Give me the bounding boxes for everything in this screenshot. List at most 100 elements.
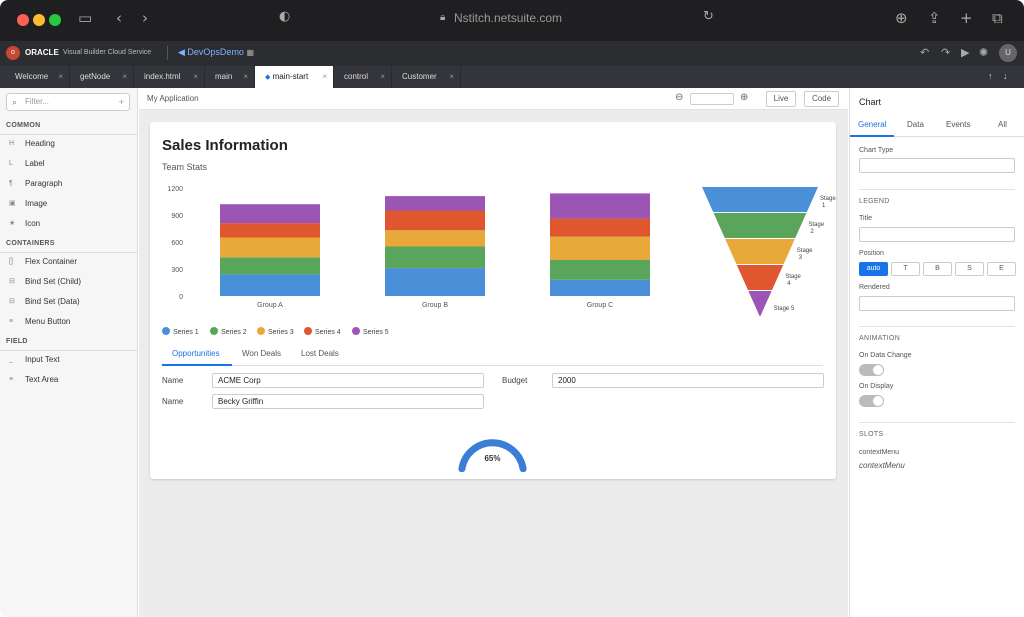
funnel-stage[interactable] bbox=[736, 265, 784, 290]
reload-icon[interactable]: ↻ bbox=[703, 9, 714, 24]
zoom-in-icon[interactable]: ⊕ bbox=[740, 92, 749, 103]
sidebar-toggle-icon[interactable]: ▭ bbox=[78, 9, 93, 27]
palette-item-text-area[interactable]: ≡ Text Area bbox=[0, 370, 137, 390]
slot-value[interactable]: contextMenu bbox=[859, 461, 905, 470]
palette-item-image[interactable]: ▣ Image bbox=[0, 194, 137, 214]
tab-main[interactable]: main × bbox=[205, 66, 255, 88]
position-bottom-button[interactable]: B bbox=[923, 262, 952, 276]
live-button[interactable]: Live bbox=[766, 91, 796, 107]
tab-index-html[interactable]: index.html × bbox=[134, 66, 205, 88]
bar-segment[interactable] bbox=[550, 236, 650, 260]
on-data-change-toggle[interactable] bbox=[859, 364, 884, 376]
user-avatar[interactable]: U bbox=[999, 44, 1017, 62]
legend-series-4[interactable]: Series 4 bbox=[304, 327, 341, 336]
legend-series-2[interactable]: Series 2 bbox=[210, 327, 247, 336]
funnel-stage[interactable] bbox=[748, 291, 772, 316]
position-start-button[interactable]: S bbox=[955, 262, 984, 276]
palette-item-bind-set-data[interactable]: ⊟ Bind Set (Data) bbox=[0, 292, 137, 312]
chart-area[interactable]: 0 300 600 900 1200 Group A Group B Group C Stag… bbox=[150, 178, 836, 328]
project-selector[interactable]: ◀ DevOpsDemo ▦ bbox=[178, 47, 255, 57]
budget-field[interactable]: 2000 bbox=[552, 373, 824, 388]
close-tab-icon[interactable]: × bbox=[322, 72, 327, 81]
tab-customer[interactable]: Customer × bbox=[392, 66, 461, 88]
bar-segment[interactable] bbox=[385, 230, 485, 247]
tab-welcome[interactable]: Welcome × bbox=[5, 66, 70, 88]
zoom-input[interactable] bbox=[690, 93, 734, 105]
bar-segment[interactable] bbox=[385, 268, 485, 296]
tab-opportunities[interactable]: Opportunities bbox=[172, 349, 220, 358]
undo-icon[interactable]: ↶ bbox=[920, 46, 930, 59]
name-field[interactable]: ACME Corp bbox=[212, 373, 484, 388]
close-tab-icon[interactable]: × bbox=[58, 72, 63, 81]
address-bar[interactable]: Nstitch.netsuite.com bbox=[454, 11, 563, 25]
settings-icon[interactable]: ✺ bbox=[979, 46, 989, 59]
palette-item-bind-set-child[interactable]: ⊟ Bind Set (Child) bbox=[0, 272, 137, 292]
bar-segment[interactable] bbox=[385, 196, 485, 211]
tab-control[interactable]: control × bbox=[334, 66, 392, 88]
close-tab-icon[interactable]: × bbox=[122, 72, 127, 81]
arrow-up-icon[interactable]: ↑ bbox=[988, 71, 993, 81]
on-display-toggle[interactable] bbox=[859, 395, 884, 407]
bar-segment[interactable] bbox=[220, 223, 320, 238]
tab-all[interactable]: All bbox=[998, 120, 1007, 129]
zoom-out-icon[interactable]: ⊖ bbox=[675, 92, 684, 103]
close-tab-icon[interactable]: × bbox=[243, 72, 248, 81]
palette-item-flex-container[interactable]: [] Flex Container bbox=[0, 252, 137, 272]
tab-general[interactable]: General bbox=[858, 120, 887, 129]
chart-type-field[interactable] bbox=[859, 158, 1015, 173]
bar-segment[interactable] bbox=[385, 210, 485, 231]
bar-segment[interactable] bbox=[220, 257, 320, 275]
arrow-down-icon[interactable]: ↓ bbox=[1003, 71, 1008, 81]
palette-item-heading[interactable]: H Heading bbox=[0, 134, 137, 154]
stacked-bar-chart[interactable]: 0 300 600 900 1200 Group A Group B Group C bbox=[167, 186, 650, 309]
bar-segment[interactable] bbox=[550, 218, 650, 237]
legend-series-3[interactable]: Series 3 bbox=[257, 327, 294, 336]
funnel-stage[interactable] bbox=[713, 213, 807, 238]
legend-series-1[interactable]: Series 1 bbox=[162, 327, 199, 336]
rendered-field[interactable] bbox=[859, 296, 1015, 311]
close-window-button[interactable] bbox=[17, 14, 29, 26]
palette-item-icon[interactable]: ★ Icon bbox=[0, 214, 137, 234]
run-icon[interactable]: ▶ bbox=[961, 46, 970, 59]
tab-main-start[interactable]: ◆ main-start × bbox=[255, 66, 334, 88]
shield-icon[interactable]: ◐ bbox=[279, 9, 291, 24]
close-tab-icon[interactable]: × bbox=[193, 72, 198, 81]
bar-segment[interactable] bbox=[220, 274, 320, 296]
bar-segment[interactable] bbox=[550, 193, 650, 219]
download-icon[interactable]: ⊕ bbox=[895, 9, 908, 27]
minimize-window-button[interactable] bbox=[33, 14, 45, 26]
tab-lost-deals[interactable]: Lost Deals bbox=[301, 349, 339, 358]
code-button[interactable]: Code bbox=[804, 91, 839, 107]
bar-segment[interactable] bbox=[385, 246, 485, 269]
bar-segment[interactable] bbox=[220, 204, 320, 224]
palette-filter-input[interactable]: ⌕ Filter... + bbox=[6, 93, 130, 111]
close-tab-icon[interactable]: × bbox=[449, 72, 454, 81]
page-card[interactable]: Sales Information Team Stats 0 300 600 900 1… bbox=[150, 122, 836, 479]
gauge-chart[interactable]: 65% bbox=[450, 422, 535, 472]
bar-segment[interactable] bbox=[550, 279, 650, 296]
position-auto-button[interactable]: auto bbox=[859, 262, 888, 276]
funnel-stage[interactable] bbox=[725, 239, 795, 264]
tab-won-deals[interactable]: Won Deals bbox=[242, 349, 281, 358]
tab-events[interactable]: Events bbox=[946, 120, 971, 129]
palette-item-input-text[interactable]: _ Input Text bbox=[0, 350, 137, 370]
tab-overview-icon[interactable]: ⧉ bbox=[992, 9, 1003, 27]
new-tab-icon[interactable]: + bbox=[960, 9, 973, 27]
forward-icon[interactable]: › bbox=[142, 9, 148, 27]
back-icon[interactable]: ‹ bbox=[116, 9, 122, 27]
position-top-button[interactable]: T bbox=[891, 262, 920, 276]
add-icon[interactable]: + bbox=[118, 97, 124, 107]
funnel-stage[interactable] bbox=[702, 187, 818, 212]
tab-data[interactable]: Data bbox=[907, 120, 924, 129]
legend-title-field[interactable] bbox=[859, 227, 1015, 242]
tab-getnode[interactable]: getNode × bbox=[70, 66, 134, 88]
name2-field[interactable]: Becky Griffin bbox=[212, 394, 484, 409]
redo-icon[interactable]: ↷ bbox=[941, 46, 951, 59]
bar-segment[interactable] bbox=[550, 260, 650, 280]
bar-segment[interactable] bbox=[220, 237, 320, 258]
palette-item-menu-button[interactable]: ≡ Menu Button bbox=[0, 312, 137, 332]
legend-series-5[interactable]: Series 5 bbox=[352, 327, 389, 336]
close-tab-icon[interactable]: × bbox=[380, 72, 385, 81]
maximize-window-button[interactable] bbox=[49, 14, 61, 26]
